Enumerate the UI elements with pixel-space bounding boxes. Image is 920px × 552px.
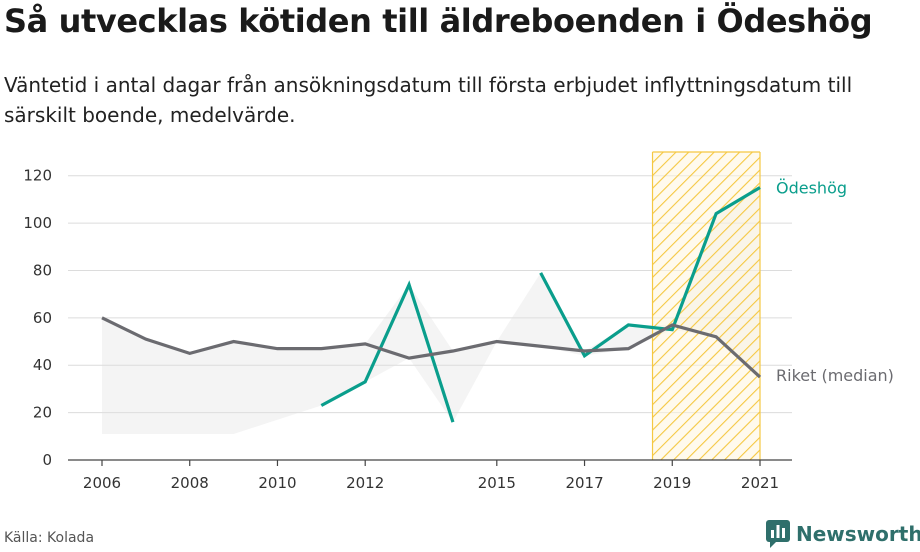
series-label-riket: Riket (median)	[776, 366, 894, 385]
x-tick-label: 2012	[346, 474, 384, 492]
series-line-riket	[101, 316, 762, 379]
x-tick-label: 2010	[258, 474, 296, 492]
x-tick-label: 2021	[741, 474, 779, 492]
bar-chart-speech-bubble-icon	[766, 520, 790, 548]
axes: 0 20 40 60 80 100 120 2006 2008 2010 2012 2015 2017 2…	[23, 167, 792, 492]
y-tick-label: 20	[33, 404, 52, 422]
line-chart: 0 20 40 60 80 100 120 2006 2008 2010 2012 2015 2017 2…	[23, 151, 894, 492]
chart-title: Så utvecklas kötiden till äldreboenden i…	[4, 2, 873, 40]
series-labels: Ödeshög Riket (median)	[776, 179, 894, 386]
x-tick-label: 2017	[565, 474, 603, 492]
y-tick-label: 100	[23, 214, 52, 232]
series-line-odeshog	[539, 186, 761, 359]
x-tick-label: 2008	[171, 474, 209, 492]
series-label-odeshog: Ödeshög	[776, 179, 847, 198]
chart-subtitle: Väntetid i antal dagar från ansökningsda…	[4, 73, 853, 127]
source-note: Källa: Kolada	[4, 530, 95, 546]
y-tick-label: 60	[33, 309, 52, 327]
x-tick-label: 2006	[83, 474, 121, 492]
y-tick-label: 120	[23, 167, 52, 185]
brand-name: Newsworthy	[796, 522, 920, 546]
y-tick-label: 0	[42, 451, 52, 469]
y-tick-label: 80	[33, 261, 52, 279]
highlight-period	[651, 151, 761, 460]
range-band	[102, 187, 760, 434]
x-tick-label: 2015	[478, 474, 516, 492]
brand-logo: Newsworthy	[766, 520, 920, 548]
series-lines	[101, 186, 762, 423]
range-band-area	[102, 187, 760, 434]
y-tick-label: 40	[33, 356, 52, 374]
highlight-hatch	[652, 152, 761, 460]
x-tick-label: 2019	[653, 474, 691, 492]
